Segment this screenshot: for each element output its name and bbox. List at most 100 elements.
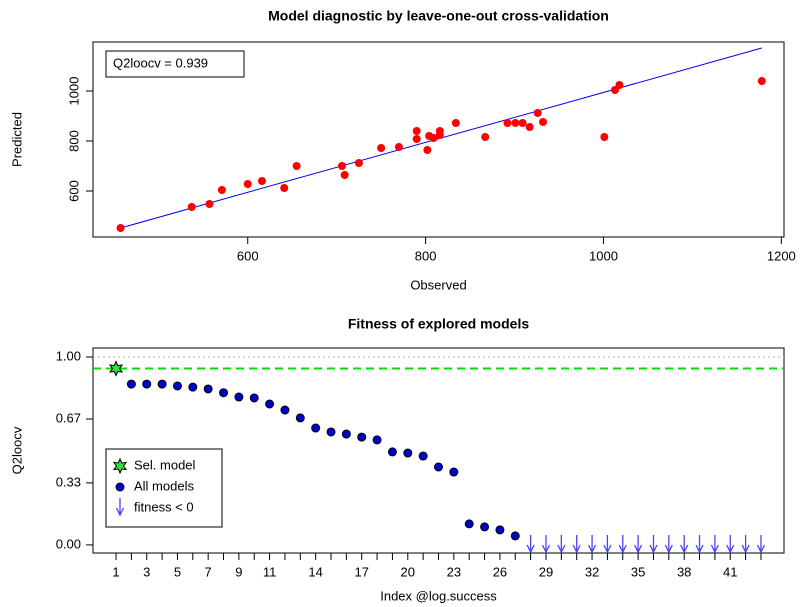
model-point <box>249 393 259 403</box>
arrow-head <box>634 544 643 554</box>
arrow-head <box>726 544 735 554</box>
arrow-head <box>541 544 551 554</box>
legend-box <box>105 448 223 528</box>
data-point <box>340 171 349 179</box>
model-point <box>387 447 397 457</box>
arrow-head <box>710 544 719 554</box>
model-point <box>126 379 136 389</box>
arrow <box>557 535 566 554</box>
y-tick-label: 1000 <box>66 77 81 106</box>
x-tick-label: 41 <box>723 564 737 579</box>
x-tick-label: 800 <box>415 248 437 263</box>
x-tick-label: 1000 <box>589 248 618 263</box>
x-axis-label: Index @log.success <box>380 588 497 603</box>
data-point <box>451 119 460 127</box>
data-point <box>187 203 196 211</box>
arrow-head <box>695 544 704 554</box>
y-tick-label: 0.33 <box>56 474 81 489</box>
data-point <box>354 159 363 167</box>
data-point <box>429 134 438 142</box>
selected-model <box>108 360 124 377</box>
annotation: Q2loocv = 0.939 <box>113 55 208 70</box>
data-point <box>423 146 432 154</box>
legend-label: All models <box>134 478 194 493</box>
arrow <box>756 535 766 554</box>
model-point <box>434 462 443 472</box>
data-point <box>503 119 512 127</box>
arrow-head <box>115 507 125 517</box>
arrow-head <box>649 544 658 554</box>
arrow <box>603 535 612 554</box>
y-tick-label: 1.00 <box>56 348 81 363</box>
model-point <box>157 379 167 389</box>
model-point <box>357 432 367 442</box>
plot-box <box>92 41 785 238</box>
arrow-head <box>572 544 581 554</box>
arrow-head <box>587 544 597 554</box>
model-point <box>265 399 275 409</box>
model-point <box>326 427 336 437</box>
data-point <box>435 131 444 139</box>
y-tick-label: 800 <box>66 130 81 152</box>
arrow <box>526 535 535 554</box>
arrow <box>649 535 658 554</box>
data-point <box>292 162 301 170</box>
arrow-head <box>618 544 627 554</box>
model-point <box>172 381 182 391</box>
data-point <box>116 224 125 232</box>
x-tick-label: 7 <box>205 564 212 579</box>
model-point <box>341 429 351 439</box>
data-point <box>257 177 266 185</box>
data-point <box>615 81 624 89</box>
model-point <box>403 448 413 458</box>
arrow <box>741 535 750 554</box>
model-point <box>280 405 290 415</box>
chart-title: Model diagnostic by leave-one-out cross-… <box>268 8 609 24</box>
x-tick-label: 1 <box>112 564 119 579</box>
model-point <box>295 413 305 423</box>
model-point <box>142 379 152 389</box>
arrow <box>541 535 551 554</box>
data-point <box>757 77 766 85</box>
model-point <box>480 522 490 532</box>
x-tick-label: 14 <box>308 564 322 579</box>
x-tick-label: 600 <box>237 248 259 263</box>
data-point <box>280 184 289 192</box>
data-point <box>243 180 252 188</box>
arrow <box>634 535 643 554</box>
model-point <box>372 435 382 445</box>
model-point <box>464 519 474 529</box>
x-tick-label: 1200 <box>767 248 796 263</box>
data-point <box>533 109 542 117</box>
x-tick-label: 29 <box>539 564 553 579</box>
data-point <box>600 133 609 141</box>
arrow <box>726 535 735 554</box>
model-point <box>311 423 321 433</box>
x-tick-label: 35 <box>631 564 645 579</box>
arrow <box>618 535 627 554</box>
model-point <box>449 467 459 477</box>
data-point <box>511 119 520 127</box>
data-point <box>394 143 403 151</box>
x-tick-label: 26 <box>493 564 507 579</box>
y-tick-label: 600 <box>66 180 81 202</box>
x-tick-label: 3 <box>143 564 150 579</box>
model-point <box>234 392 244 402</box>
arrow <box>680 535 689 554</box>
data-point <box>538 118 547 126</box>
arrow-head <box>526 544 535 554</box>
model-point <box>188 382 198 392</box>
model-point <box>510 531 520 541</box>
arrow-head <box>756 544 766 554</box>
x-tick-label: 32 <box>585 564 599 579</box>
x-tick-label: 23 <box>447 564 461 579</box>
data-point <box>481 133 490 141</box>
legend-label: fitness < 0 <box>134 499 194 514</box>
chart-title: Fitness of explored models <box>348 316 529 332</box>
y-axis-label: Predicted <box>9 112 24 167</box>
model-point <box>219 388 229 398</box>
data-point <box>518 119 527 127</box>
model-point <box>115 482 125 492</box>
legend-label: Sel. model <box>134 457 196 472</box>
